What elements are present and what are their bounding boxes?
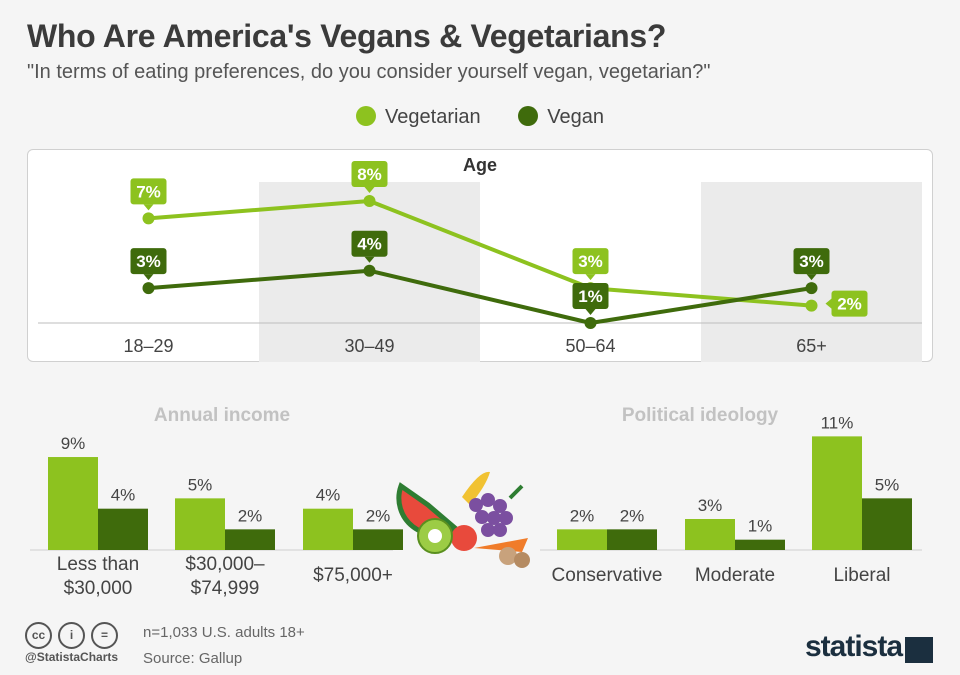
nd-icon: = — [91, 622, 118, 649]
footer-note: n=1,033 U.S. adults 18+ — [143, 624, 305, 641]
category-label: Less than — [57, 554, 139, 575]
bar-vegan — [862, 498, 912, 550]
data-label-vegetarian: 3% — [578, 252, 603, 271]
license-icons: cc i = — [25, 622, 124, 649]
bar-value-label: 2% — [238, 506, 263, 525]
point-vegetarian — [363, 195, 376, 207]
bar-value-label: 5% — [875, 475, 900, 494]
footer-handle[interactable]: @StatistaCharts — [25, 650, 119, 664]
data-label-vegan: 1% — [578, 287, 603, 306]
legend-item-vegan: Vegan — [518, 106, 604, 129]
data-label-vegan: 4% — [357, 235, 382, 254]
annual-income-title: Annual income — [154, 405, 290, 426]
data-label-vegan: 3% — [136, 252, 161, 271]
bar-vegan — [225, 529, 275, 550]
data-label-bg-vegan — [793, 248, 830, 275]
data-label-pointer — [143, 274, 154, 281]
data-label-bg-vegan — [351, 230, 388, 257]
data-label-bg-vegan — [130, 248, 167, 275]
cc-icon: cc — [25, 622, 52, 649]
point-vegan — [142, 282, 155, 295]
data-label-bg-vegetarian — [831, 290, 868, 317]
data-label-pointer — [585, 309, 596, 315]
category-label: $30,000– — [185, 554, 265, 575]
age-tick-label: 18–29 — [123, 336, 173, 356]
legend-label-vegan: Vegan — [547, 106, 604, 128]
category-label: Conservative — [552, 565, 663, 586]
point-vegan — [805, 282, 818, 295]
bar-value-label: 2% — [366, 506, 391, 525]
line-vegetarian — [148, 199, 812, 308]
bar-value-label: 5% — [188, 475, 213, 494]
point-vegan — [584, 317, 597, 329]
line-vegan — [148, 268, 812, 325]
bar-vegetarian — [557, 529, 607, 550]
bar-vegetarian — [685, 519, 735, 550]
statista-logo[interactable]: statista — [805, 630, 903, 663]
bar-value-label: 2% — [620, 506, 645, 525]
category-label: $74,999 — [191, 578, 260, 599]
point-vegetarian — [805, 299, 818, 312]
category-label: Moderate — [695, 565, 775, 586]
data-label-pointer — [585, 274, 596, 281]
legend-label-vegetarian: Vegetarian — [385, 106, 481, 128]
age-tick-label: 50–64 — [565, 336, 615, 356]
political-ideology-title: Political ideology — [622, 405, 779, 426]
bar-vegetarian — [303, 508, 353, 550]
data-label-bg-vegetarian — [351, 161, 388, 187]
by-icon: i — [58, 622, 85, 649]
bar-vegetarian — [812, 436, 862, 550]
bar-value-label: 9% — [61, 434, 86, 453]
age-tick-label: 65+ — [796, 336, 827, 356]
data-label-pointer — [825, 298, 832, 309]
data-label-pointer — [806, 274, 817, 281]
point-vegan — [363, 264, 376, 277]
fruit-veg-illustration — [396, 471, 530, 568]
bar-value-label: 1% — [748, 517, 773, 536]
category-label: $75,000+ — [313, 565, 393, 586]
bar-vegetarian — [48, 457, 98, 550]
bar-vegan — [98, 508, 148, 550]
chart-title: Who Are America's Vegans & Vegetarians? — [27, 18, 667, 54]
legend-swatch-vegan — [518, 106, 539, 126]
bar-value-label: 3% — [698, 496, 723, 515]
chart-subtitle: "In terms of eating preferences, do you … — [27, 61, 711, 83]
bar-value-label: 4% — [111, 486, 136, 505]
data-label-vegetarian: 7% — [136, 182, 161, 201]
bar-value-label: 11% — [821, 413, 854, 432]
legend-item-vegetarian: Vegetarian — [356, 106, 481, 129]
bar-vegan — [353, 529, 403, 550]
age-tick-label: 30–49 — [344, 336, 394, 356]
data-label-pointer — [143, 204, 154, 211]
bar-value-label: 4% — [316, 486, 341, 505]
statista-logo-mark — [905, 637, 933, 663]
data-label-pointer — [364, 256, 375, 263]
bar-vegetarian — [175, 498, 225, 550]
bar-vegan — [735, 539, 785, 550]
data-label-bg-vegetarian — [130, 178, 167, 205]
data-label-vegan: 3% — [799, 252, 824, 271]
data-label-pointer — [364, 187, 375, 193]
category-label: Liberal — [833, 565, 890, 586]
legend-swatch-vegetarian — [356, 106, 377, 126]
bar-value-label: 2% — [570, 506, 595, 525]
data-label-bg-vegetarian — [572, 248, 609, 275]
age-chart-title: Age — [463, 155, 497, 175]
data-label-vegetarian: 2% — [837, 295, 862, 314]
category-label: $30,000 — [64, 578, 133, 599]
bar-vegan — [607, 529, 657, 550]
point-vegetarian — [142, 212, 155, 225]
data-label-bg-vegan — [572, 283, 609, 309]
legend: Vegetarian Vegan — [0, 106, 960, 129]
data-label-vegetarian: 8% — [357, 165, 382, 184]
footer-source: Source: Gallup — [143, 650, 243, 667]
